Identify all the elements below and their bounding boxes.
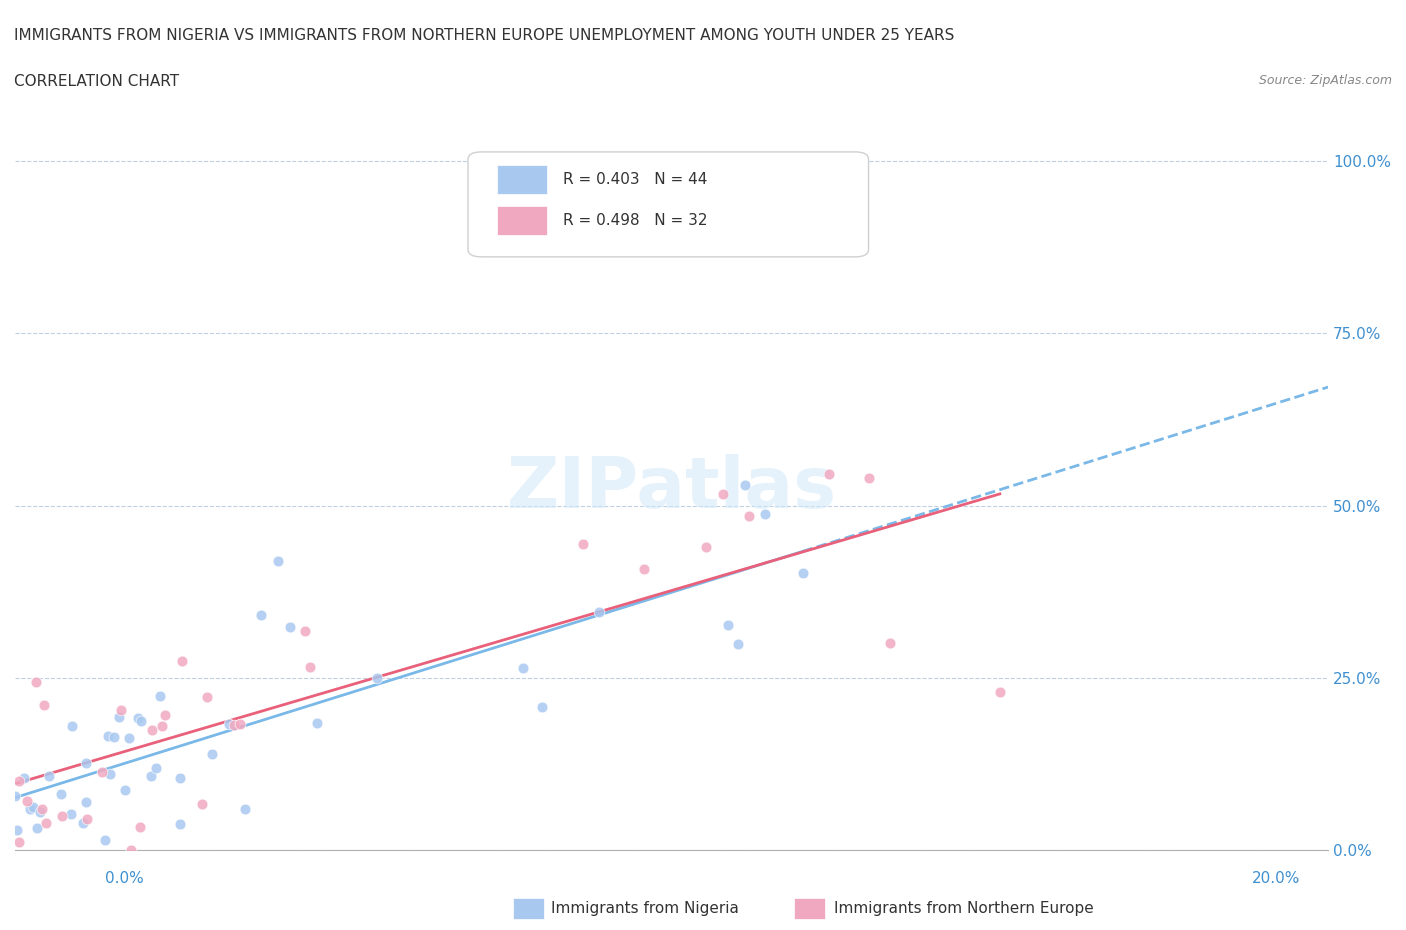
Point <box>512 660 534 675</box>
Point <box>169 817 191 832</box>
Point <box>228 716 250 731</box>
Point <box>879 635 901 650</box>
Point <box>298 659 321 674</box>
Point <box>633 562 655 577</box>
Point <box>127 711 149 725</box>
Point <box>530 699 553 714</box>
Point <box>22 799 45 814</box>
Point <box>717 618 740 633</box>
Point <box>145 761 167 776</box>
Point <box>170 653 193 668</box>
Point <box>792 565 814 580</box>
Point <box>118 730 141 745</box>
Point <box>60 806 83 821</box>
Point <box>94 832 117 847</box>
Text: Source: ZipAtlas.com: Source: ZipAtlas.com <box>1258 74 1392 87</box>
Point <box>366 671 388 685</box>
Point <box>588 604 610 619</box>
Text: ZIPatlas: ZIPatlas <box>506 454 837 523</box>
Point <box>128 819 150 834</box>
Point <box>7 834 30 849</box>
Point <box>32 698 55 712</box>
Point <box>51 809 73 824</box>
Point <box>988 684 1011 699</box>
Point <box>120 843 142 857</box>
Text: Immigrants from Northern Europe: Immigrants from Northern Europe <box>834 901 1094 916</box>
Point <box>169 770 191 785</box>
Point <box>103 730 125 745</box>
Point <box>35 816 58 830</box>
Text: R = 0.403   N = 44: R = 0.403 N = 44 <box>562 172 707 187</box>
Point <box>62 718 84 733</box>
Point <box>25 674 48 689</box>
Point <box>129 714 152 729</box>
Point <box>195 689 218 704</box>
Point <box>754 507 776 522</box>
Text: IMMIGRANTS FROM NIGERIA VS IMMIGRANTS FROM NORTHERN EUROPE UNEMPLOYMENT AMONG YO: IMMIGRANTS FROM NIGERIA VS IMMIGRANTS FR… <box>14 28 955 43</box>
Point <box>18 801 41 816</box>
Text: R = 0.498   N = 32: R = 0.498 N = 32 <box>562 213 707 228</box>
Point <box>91 765 114 780</box>
Text: 0.0%: 0.0% <box>105 871 145 886</box>
Point <box>75 755 97 770</box>
Point <box>737 509 759 524</box>
Point <box>727 636 749 651</box>
Point <box>571 537 593 551</box>
Point <box>201 747 224 762</box>
Text: 20.0%: 20.0% <box>1253 871 1301 886</box>
Point <box>76 811 98 826</box>
Point <box>98 766 121 781</box>
Point <box>107 710 129 724</box>
Point <box>6 822 28 837</box>
Point <box>250 607 273 622</box>
Point <box>31 802 53 817</box>
Point <box>218 716 240 731</box>
Point <box>278 619 301 634</box>
Point <box>734 477 756 492</box>
Bar <box>496 206 547 235</box>
Point <box>858 471 880 485</box>
Point <box>13 770 35 785</box>
Point <box>149 689 172 704</box>
Point <box>4 789 27 804</box>
Point <box>139 769 162 784</box>
FancyBboxPatch shape <box>468 152 869 257</box>
Point <box>72 815 94 830</box>
Bar <box>496 165 547 193</box>
Point <box>191 797 214 812</box>
Point <box>110 702 132 717</box>
Point <box>222 717 245 732</box>
Point <box>25 821 48 836</box>
Point <box>49 787 72 802</box>
Point <box>711 486 734 501</box>
Point <box>141 722 163 737</box>
Point <box>114 783 136 798</box>
Text: Immigrants from Nigeria: Immigrants from Nigeria <box>551 901 740 916</box>
Point <box>15 793 38 808</box>
Text: CORRELATION CHART: CORRELATION CHART <box>14 74 179 89</box>
Point <box>38 769 60 784</box>
Point <box>818 466 841 481</box>
Point <box>233 802 256 817</box>
Point <box>305 715 328 730</box>
Point <box>294 624 316 639</box>
Point <box>75 794 97 809</box>
Point <box>150 719 173 734</box>
Point <box>97 729 120 744</box>
Point <box>266 553 288 568</box>
Point <box>155 708 177 723</box>
Point <box>7 774 30 789</box>
Point <box>695 539 717 554</box>
Point <box>30 804 52 819</box>
